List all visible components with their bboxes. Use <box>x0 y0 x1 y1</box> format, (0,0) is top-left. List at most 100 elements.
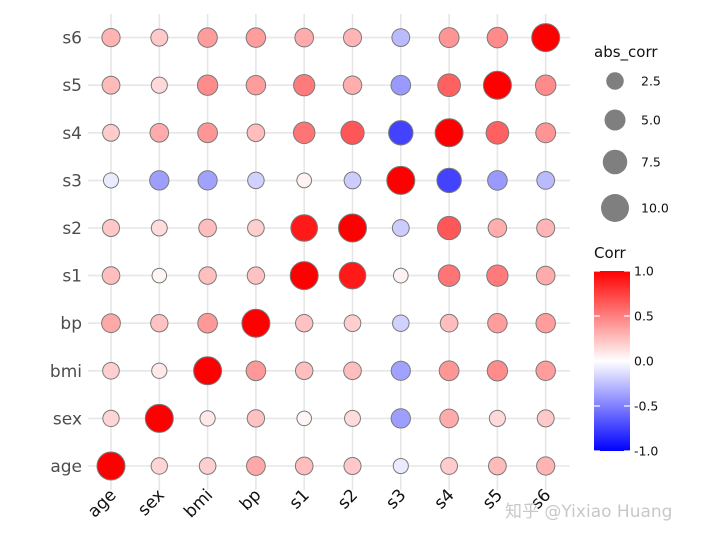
corr-dot-bmi-bmi <box>193 356 223 386</box>
corr-dot-s5-s6 <box>534 74 557 96</box>
corr-dot-s4-s5 <box>485 120 510 145</box>
color-legend-label-3: -0.5 <box>634 399 658 414</box>
corr-dot-s2-bmi <box>198 218 217 238</box>
corr-dot-bp-bmi <box>197 312 218 334</box>
y-tick-label-sex: sex <box>53 409 82 429</box>
corr-dot-age-s5 <box>488 456 507 476</box>
y-tick-label-bmi: bmi <box>50 362 82 382</box>
y-tick-label-bp: bp <box>60 314 82 334</box>
corr-dot-s6-bp <box>245 27 267 48</box>
corr-dot-s4-s4 <box>434 118 464 148</box>
corr-dot-age-s1 <box>294 456 314 476</box>
corr-dot-s5-s3 <box>390 74 412 96</box>
color-legend-label-2: 0.0 <box>634 354 654 369</box>
corr-dot-s6-s2 <box>342 28 363 48</box>
corr-dot-bp-bp <box>241 308 271 338</box>
size-legend-dot-3 <box>601 194 629 222</box>
corr-dot-s2-s3 <box>391 219 410 237</box>
corr-dot-sex-bmi <box>199 410 216 427</box>
corr-dot-s4-bmi <box>197 122 218 144</box>
corr-dot-s5-sex <box>150 76 168 94</box>
x-tick-label-s4: s4 <box>431 485 459 513</box>
corr-dot-bp-s1 <box>295 314 314 333</box>
corr-dot-bmi-s5 <box>486 360 509 382</box>
corr-dot-sex-s6 <box>536 409 555 428</box>
x-tick-label-bmi: bmi <box>180 485 217 522</box>
size-legend: abs_corr 2.5 5.0 7.5 10.0 <box>594 43 669 222</box>
x-axis: age sex bmi bp s1 s2 s3 s4 s5 s6 <box>84 485 555 522</box>
dot-layer <box>96 23 561 481</box>
corr-dot-s1-sex <box>151 267 168 284</box>
color-legend-label-0: 1.0 <box>634 264 654 279</box>
y-tick-label-s4: s4 <box>62 124 82 144</box>
corr-dot-s4-s1 <box>292 121 316 145</box>
corr-dot-bmi-s3 <box>390 360 411 381</box>
x-tick-label-s1: s1 <box>286 485 314 513</box>
y-tick-label-s1: s1 <box>62 267 82 287</box>
x-tick-label-s2: s2 <box>334 485 362 513</box>
corr-dot-s6-s3 <box>391 28 411 47</box>
corr-dot-bp-s3 <box>392 314 410 332</box>
corr-dot-s4-age <box>102 123 120 142</box>
corr-dot-s4-s6 <box>535 122 557 144</box>
corr-dot-s6-s1 <box>294 27 315 48</box>
corr-dot-sex-age <box>102 409 120 428</box>
corr-dot-s6-sex <box>150 28 169 47</box>
y-tick-label-s3: s3 <box>62 171 82 191</box>
corr-dot-age-s3 <box>392 457 409 475</box>
corr-dot-s4-s3 <box>388 120 414 146</box>
corr-dot-s5-s4 <box>437 73 461 98</box>
size-legend-dot-2 <box>602 149 628 175</box>
corr-dot-s2-bp <box>247 219 265 237</box>
x-tick-label-age: age <box>84 485 121 522</box>
size-legend-label-3: 10.0 <box>641 201 669 216</box>
corr-dot-s1-s3 <box>392 267 409 284</box>
corr-dot-s2-s6 <box>536 218 556 238</box>
corr-dot-s1-age <box>101 266 121 285</box>
corr-dot-s2-s5 <box>487 218 508 238</box>
corr-dot-age-s4 <box>440 457 459 475</box>
color-legend: Corr 1.0 0.5 0.0 -0.5 -1.0 <box>594 244 658 459</box>
corr-dot-age-s6 <box>536 456 556 476</box>
corr-dot-s5-bmi <box>196 74 219 96</box>
color-legend-label-1: 0.5 <box>634 309 654 324</box>
corr-dot-sex-s3 <box>390 408 411 429</box>
corr-dot-s2-s4 <box>436 215 462 241</box>
corr-dot-sex-s4 <box>439 408 459 429</box>
corr-dot-s6-s4 <box>438 27 460 49</box>
y-axis: age sex bmi bp s1 s2 s3 s4 s5 s6 <box>50 29 82 477</box>
corr-dot-sex-s1 <box>296 410 312 427</box>
y-tick-label-s6: s6 <box>62 29 82 49</box>
corr-dot-s3-s4 <box>436 167 462 194</box>
x-tick-label-s5: s5 <box>479 485 507 513</box>
color-legend-title: Corr <box>594 244 627 262</box>
corr-dot-bmi-age <box>102 361 120 380</box>
corr-dot-s4-sex <box>149 122 170 143</box>
corr-dot-s6-bmi <box>197 27 218 48</box>
corr-dot-s5-bp <box>245 74 267 96</box>
corr-dot-s4-s2 <box>340 120 365 145</box>
corr-dot-age-s2 <box>343 456 362 476</box>
watermark: 知乎 @Yixiao Huang <box>505 502 672 522</box>
corr-dot-s3-s5 <box>487 170 508 191</box>
corr-dot-age-bmi <box>198 457 217 475</box>
corr-dot-bmi-bp <box>245 360 267 382</box>
color-legend-label-4: -1.0 <box>634 444 658 459</box>
corr-dot-sex-bp <box>246 409 266 428</box>
corr-dot-age-bp <box>246 456 266 476</box>
corr-dot-s6-s5 <box>486 26 509 49</box>
corr-dot-s1-s4 <box>437 264 461 287</box>
x-tick-label-s3: s3 <box>382 485 410 513</box>
corr-dot-s1-s5 <box>486 264 509 287</box>
y-tick-label-s2: s2 <box>62 219 82 239</box>
corr-dot-s3-bmi <box>197 170 218 191</box>
corr-dot-s3-s2 <box>343 171 362 190</box>
corr-dot-age-sex <box>150 457 168 475</box>
corr-dot-bmi-s4 <box>438 360 460 382</box>
corr-dot-s1-bp <box>246 266 266 285</box>
corr-dot-s1-s6 <box>535 265 556 286</box>
corr-dot-s1-s1 <box>289 261 319 291</box>
y-tick-label-age: age <box>50 457 82 477</box>
corr-dot-bp-s2 <box>343 314 362 333</box>
